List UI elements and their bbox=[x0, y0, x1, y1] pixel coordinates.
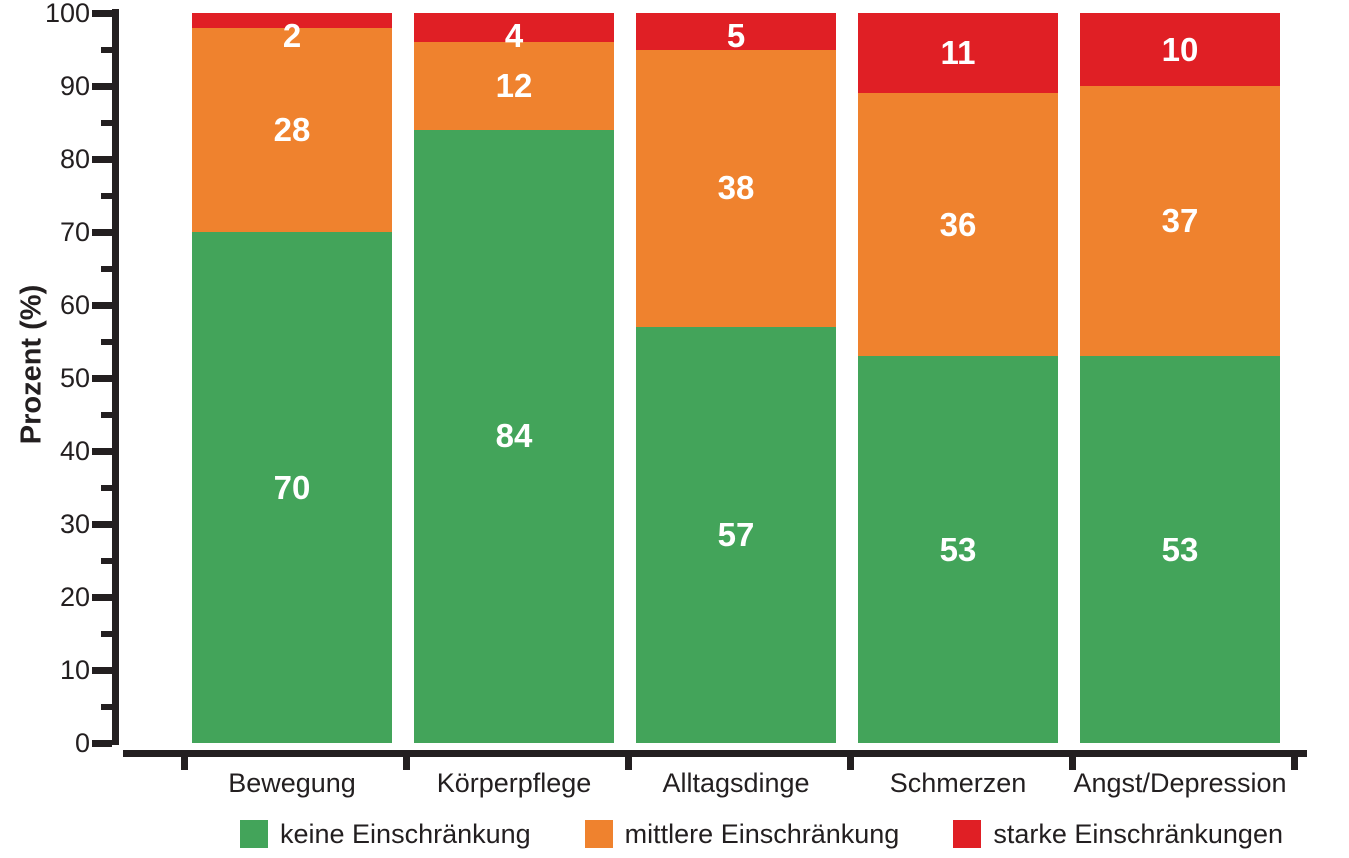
bar-segment bbox=[192, 27, 392, 232]
y-tick-label: 0 bbox=[74, 728, 90, 758]
bar-segment bbox=[1080, 356, 1280, 743]
y-tick-label: 60 bbox=[59, 290, 90, 320]
y-tick-label: 10 bbox=[59, 655, 90, 685]
x-boundary-tick bbox=[181, 750, 188, 770]
bar-segment bbox=[858, 93, 1058, 357]
y-minor-tick bbox=[101, 557, 112, 564]
legend: keine Einschränkung mittlere Einschränkun… bbox=[240, 816, 1283, 852]
bar-value-label: 2 bbox=[282, 17, 302, 54]
y-axis-spine bbox=[112, 9, 119, 745]
y-major-tick bbox=[92, 739, 112, 747]
x-category-label: Bewegung bbox=[228, 768, 356, 798]
legend-item: mittlere Einschränkung bbox=[584, 817, 900, 851]
bar-value-label: 84 bbox=[495, 417, 533, 455]
bar-value-label: 37 bbox=[1161, 202, 1199, 240]
y-major-tick bbox=[92, 447, 112, 455]
y-minor-tick bbox=[101, 630, 112, 637]
x-boundary-tick bbox=[625, 750, 632, 770]
y-major-tick bbox=[92, 374, 112, 382]
bar-value-label: 28 bbox=[273, 110, 311, 148]
y-major-tick bbox=[92, 301, 112, 309]
legend-color-swatch-icon bbox=[953, 820, 982, 848]
y-major-tick bbox=[92, 666, 112, 674]
legend-color-swatch-icon bbox=[584, 820, 613, 848]
bar-segment bbox=[636, 49, 836, 327]
x-category-label: Alltagsdinge bbox=[662, 768, 810, 798]
x-boundary-tick bbox=[403, 750, 410, 770]
y-minor-tick bbox=[101, 46, 112, 53]
x-boundary-tick bbox=[847, 750, 854, 770]
bar-value-label: 4 bbox=[504, 17, 524, 54]
bar-value-label: 38 bbox=[717, 169, 755, 207]
bar-value-label: 57 bbox=[717, 515, 755, 553]
bar-value-label: 10 bbox=[1161, 30, 1199, 68]
x-axis-spine bbox=[123, 750, 1307, 757]
bar-segment bbox=[1080, 13, 1280, 86]
y-minor-tick bbox=[101, 119, 112, 126]
y-minor-tick bbox=[101, 192, 112, 199]
y-minor-tick bbox=[101, 484, 112, 491]
y-tick-label: 100 bbox=[44, 0, 90, 28]
y-minor-tick bbox=[101, 703, 112, 710]
legend-item: keine Einschränkung bbox=[240, 817, 531, 851]
y-tick-label: 90 bbox=[59, 71, 90, 101]
y-tick-label: 80 bbox=[59, 144, 90, 174]
y-major-tick bbox=[92, 9, 112, 17]
bar-segment bbox=[414, 13, 614, 43]
bar-value-label: 5 bbox=[726, 17, 746, 54]
y-minor-tick bbox=[101, 265, 112, 272]
legend-item: starke Einschränkungen bbox=[953, 817, 1283, 851]
y-major-tick bbox=[92, 228, 112, 236]
legend-label: starke Einschränkungen bbox=[993, 819, 1283, 849]
y-tick-label: 30 bbox=[59, 509, 90, 539]
y-minor-tick bbox=[101, 411, 112, 418]
bar-segment bbox=[1080, 86, 1280, 357]
bar-segment bbox=[414, 129, 614, 743]
y-tick-label: 20 bbox=[59, 582, 90, 612]
bar-segment bbox=[414, 42, 614, 130]
y-tick-label: 40 bbox=[59, 436, 90, 466]
y-major-tick bbox=[92, 82, 112, 90]
x-category-label: Schmerzen bbox=[889, 768, 1027, 798]
bar-value-label: 53 bbox=[939, 530, 977, 568]
y-minor-tick bbox=[101, 338, 112, 345]
bar-value-label: 53 bbox=[1161, 530, 1199, 568]
x-category-label: Angst/Depression bbox=[1073, 768, 1287, 798]
bar-segment bbox=[636, 326, 836, 743]
bar-segment bbox=[636, 13, 836, 50]
y-tick-label: 70 bbox=[59, 217, 90, 247]
bar-segment bbox=[192, 13, 392, 28]
bar-segment bbox=[192, 232, 392, 743]
y-tick-label: 50 bbox=[59, 363, 90, 393]
x-boundary-tick bbox=[1069, 750, 1076, 770]
bar-value-label: 70 bbox=[273, 468, 311, 506]
x-category-label: Körperpflege bbox=[436, 768, 592, 798]
legend-label: mittlere Einschränkung bbox=[624, 819, 900, 849]
bar-value-label: 12 bbox=[495, 67, 533, 104]
bar-value-label: 11 bbox=[940, 34, 976, 72]
x-boundary-tick bbox=[1291, 750, 1298, 770]
bar-segment bbox=[858, 356, 1058, 743]
y-major-tick bbox=[92, 520, 112, 528]
bar-segment bbox=[858, 13, 1058, 94]
bar-value-label: 36 bbox=[939, 205, 977, 243]
y-major-tick bbox=[92, 155, 112, 163]
y-major-tick bbox=[92, 593, 112, 601]
legend-label: keine Einschränkung bbox=[280, 819, 531, 849]
legend-color-swatch-icon bbox=[240, 820, 268, 848]
